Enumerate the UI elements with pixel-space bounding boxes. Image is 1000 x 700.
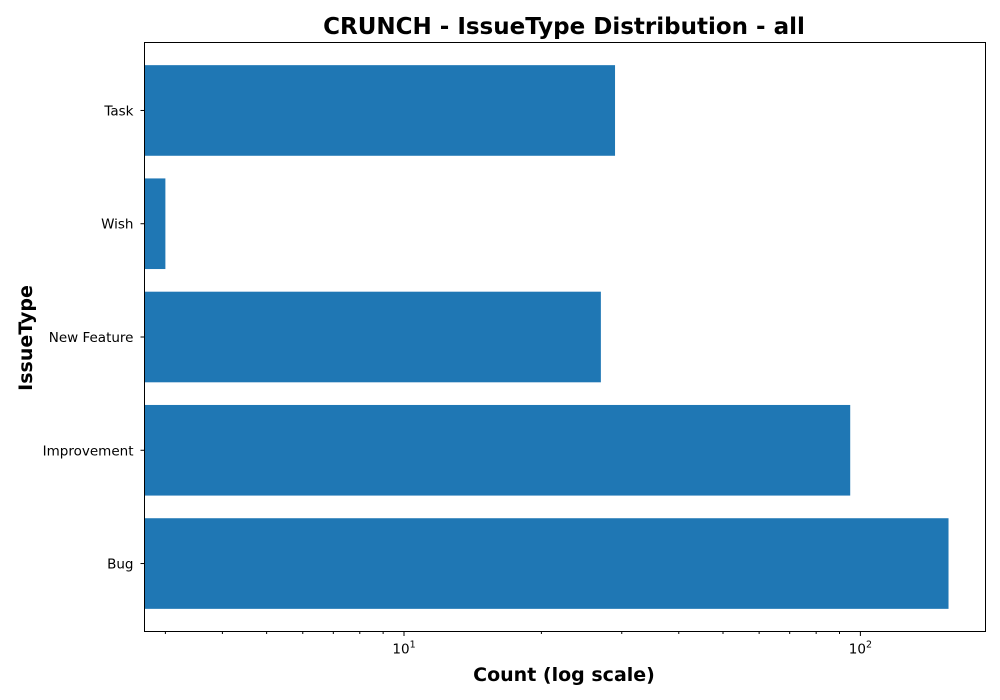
y-tick-label-new-feature: New Feature [49,330,134,346]
bar-new-feature [144,291,601,383]
bar-bug [144,518,949,609]
y-tick-label-task: Task [103,103,133,119]
x-axis-label: Count (log scale) [473,664,655,686]
x-tick-label: 102 [849,640,872,658]
y-tick-label-improvement: Improvement [43,443,134,459]
y-tick-label-bug: Bug [107,557,133,573]
bar-improvement [144,404,851,496]
chart-title: CRUNCH - IssueType Distribution - all [323,14,805,40]
bar-task [144,65,616,156]
bars-layer [144,65,949,609]
y-axis-label: IssueType [15,285,37,391]
y-tick-label-wish: Wish [101,217,133,233]
ticks-layer: Bug Improvement New Feature Wish Task 101 102 [43,103,872,657]
bar-wish [144,178,166,270]
x-tick-label: 101 [392,640,415,658]
plot-frame [144,42,986,632]
